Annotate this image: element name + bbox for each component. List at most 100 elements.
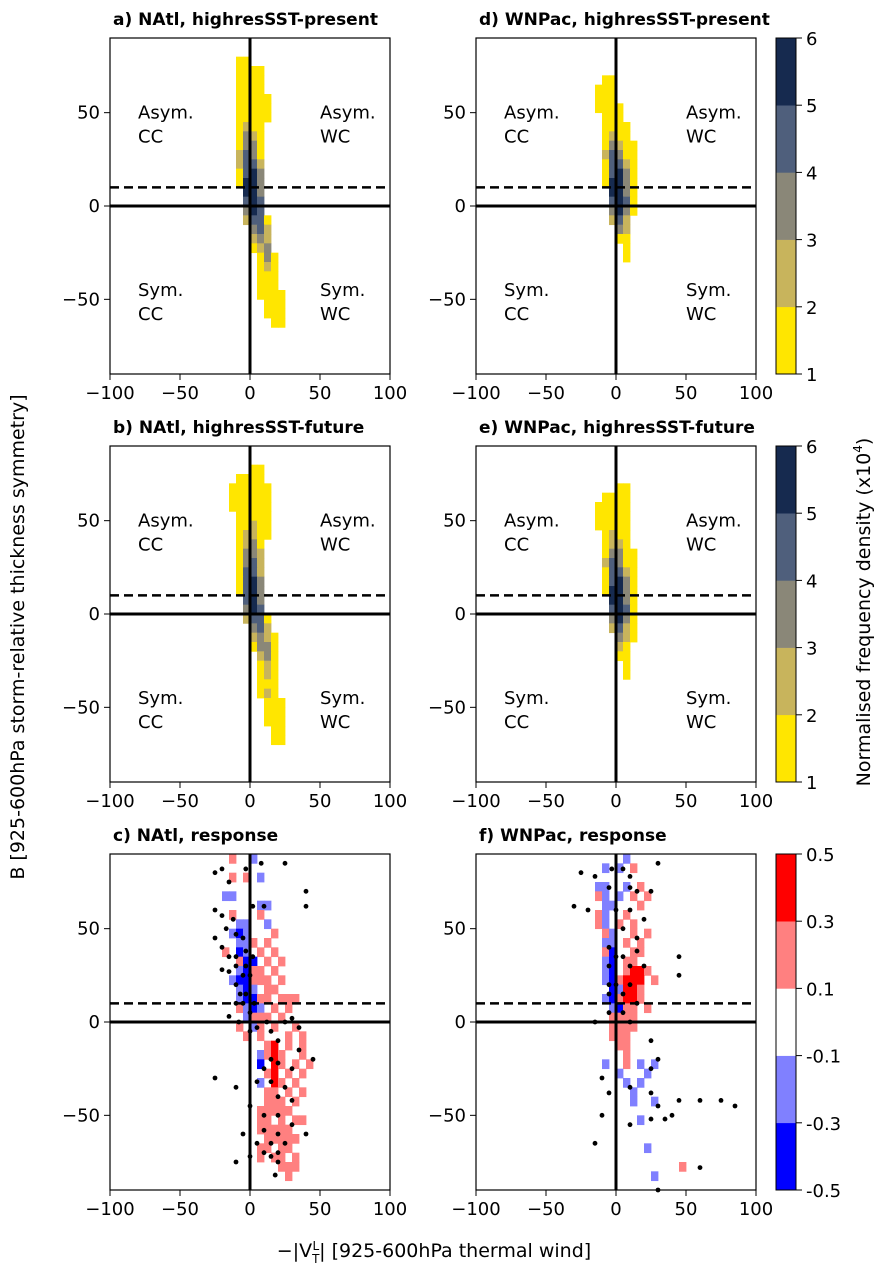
- quadrant-label: CC: [504, 304, 529, 325]
- heatmap-cell: [264, 234, 272, 244]
- heatmap-cell: [243, 187, 251, 198]
- heatmap-cell: [243, 94, 251, 104]
- heatmap-cell: [623, 150, 631, 160]
- heatmap-cell: [616, 586, 624, 596]
- colorbar-tick-label: 3: [806, 231, 817, 252]
- x-tick-label: 100: [373, 383, 407, 404]
- heatmap-cell: [264, 1087, 272, 1098]
- heatmap-cell: [278, 1143, 286, 1154]
- heatmap-cell: [651, 1059, 659, 1070]
- significance-point: [662, 1116, 668, 1122]
- quadrant-label: Asym.: [686, 511, 742, 532]
- heatmap-cell: [609, 938, 617, 948]
- heatmap-cell: [644, 928, 652, 939]
- significance-point: [258, 860, 264, 866]
- significance-point: [275, 1060, 281, 1066]
- significance-point: [272, 1172, 278, 1178]
- heatmap-cell: [609, 131, 617, 142]
- heatmap-cell: [623, 614, 631, 624]
- heatmap-cell: [257, 159, 265, 170]
- heatmap-cell: [616, 112, 624, 123]
- heatmap-cell: [264, 1124, 272, 1135]
- significance-point: [282, 860, 288, 866]
- heatmap-cell: [609, 530, 617, 540]
- significance-point: [275, 1131, 281, 1137]
- x-axis-label-sub: T: [311, 1252, 320, 1266]
- significance-point: [233, 954, 239, 960]
- heatmap-cell: [250, 66, 258, 76]
- heatmap-cell: [271, 1040, 279, 1051]
- heatmap-cell: [602, 84, 610, 95]
- heatmap-cell: [623, 1059, 631, 1070]
- heatmap-cell: [278, 1152, 286, 1163]
- colorbar-segment: [776, 647, 796, 716]
- significance-point: [282, 1084, 288, 1090]
- heatmap-cell: [250, 224, 258, 235]
- heatmap-cell: [623, 196, 631, 207]
- heatmap-cell: [616, 215, 624, 226]
- heatmap-cell: [292, 994, 300, 1004]
- heatmap-cell: [264, 308, 272, 319]
- heatmap-cell: [250, 187, 258, 198]
- significance-point: [627, 885, 633, 890]
- significance-point: [212, 907, 218, 913]
- heatmap-cell: [609, 1012, 617, 1023]
- heatmap-cell: [609, 1003, 617, 1014]
- significance-point: [261, 1127, 267, 1133]
- y-tick-label: 0: [455, 196, 466, 217]
- heatmap-cell: [616, 576, 624, 587]
- heatmap-cell: [257, 1022, 265, 1032]
- heatmap-cell: [271, 688, 279, 699]
- colorbar-tick-label: -0.1: [806, 1047, 841, 1068]
- heatmap-cell: [250, 586, 258, 596]
- heatmap-cell: [264, 919, 272, 930]
- heatmap-cell: [271, 1003, 279, 1014]
- x-tick-label: 0: [244, 791, 255, 812]
- colorbar-3: -0.5 -0.3 -0.1 0.1 0.3 0.5: [775, 845, 841, 1202]
- x-tick-label: −100: [451, 791, 500, 812]
- heatmap-cell: [616, 502, 624, 512]
- heatmap-cell: [243, 966, 251, 976]
- heatmap-cell: [623, 1022, 631, 1032]
- heatmap-cell: [257, 150, 265, 160]
- heatmap-cell: [257, 872, 265, 883]
- significance-point: [219, 866, 225, 872]
- heatmap-cell: [243, 567, 251, 578]
- significance-point: [648, 888, 654, 894]
- heatmap-cell: [623, 168, 631, 179]
- heatmap-cell: [257, 492, 265, 503]
- heatmap-cell: [616, 1022, 624, 1032]
- heatmap-cell: [644, 1068, 652, 1079]
- colorbar-tick-label: 1: [806, 773, 817, 794]
- significance-point: [627, 1122, 633, 1128]
- heatmap-cell: [264, 994, 272, 1004]
- heatmap-cell: [616, 632, 624, 643]
- significance-point: [250, 903, 256, 909]
- heatmap-cell: [609, 168, 617, 179]
- heatmap-cell: [257, 910, 265, 920]
- heatmap-cell: [602, 576, 610, 587]
- heatmap-cell: [243, 872, 251, 883]
- colorbar-tick-label: 0.1: [806, 979, 835, 1000]
- heatmap-cell: [236, 1022, 244, 1032]
- heatmap-cell: [271, 947, 279, 958]
- heatmap-cell: [602, 539, 610, 550]
- heatmap-cell: [623, 604, 631, 615]
- heatmap-cell: [299, 1050, 307, 1060]
- heatmap-cell: [236, 520, 244, 531]
- heatmap-cell: [257, 530, 265, 540]
- heatmap-cell: [229, 891, 237, 902]
- heatmap-cell: [257, 252, 265, 263]
- heatmap-cell: [616, 919, 624, 930]
- significance-point: [226, 1014, 232, 1019]
- heatmap-cell: [236, 474, 244, 484]
- heatmap-cell: [623, 623, 631, 634]
- heatmap-cell: [637, 984, 645, 995]
- heatmap-cell: [236, 539, 244, 550]
- heatmap-cell: [623, 122, 631, 132]
- heatmap-cell: [250, 168, 258, 179]
- heatmap-cell: [257, 520, 265, 531]
- panel-title: e) WNPac, highresSST-future: [479, 418, 755, 438]
- heatmap-cell: [257, 614, 265, 624]
- heatmap-cell: [250, 511, 258, 522]
